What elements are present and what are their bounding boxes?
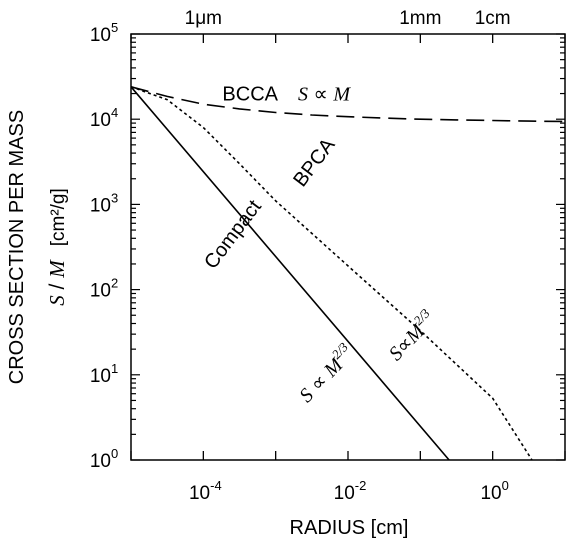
axis-tick-labels: 10-4 10-2 100 100 101 102 103 104 105 1μm 1mm 1cm — [90, 8, 511, 504]
chart-annotation: BPCA — [289, 134, 340, 191]
y-axis-symbol-m: M — [45, 259, 69, 279]
y-tick-label: 101 — [90, 361, 118, 387]
series-line-bcca — [130, 86, 566, 123]
y-tick-label: 102 — [90, 276, 118, 302]
series-line-bpca — [130, 86, 533, 461]
y-axis-symbol-sep: / — [46, 278, 69, 296]
y-axis-title: CROSS SECTION PER MASS — [6, 110, 28, 385]
series-line-compact — [130, 86, 450, 461]
y-tick-label: 100 — [90, 446, 118, 472]
x-tick-label: 10-2 — [334, 478, 367, 504]
y-axis-symbol: S / M [cm²/g] — [45, 188, 69, 306]
chart-annotation: S ∝ M2/3 — [292, 339, 359, 407]
y-tick-label: 103 — [90, 190, 118, 216]
chart-annotation: S∝M2/3 — [382, 305, 441, 365]
top-axis-size-label: 1mm — [399, 8, 441, 29]
x-tick-label: 100 — [480, 478, 508, 504]
series-layer — [130, 86, 566, 461]
top-axis-size-label: 1cm — [475, 8, 511, 29]
chart-annotation: BCCA S ∝ M — [222, 84, 351, 106]
top-axis-size-label: 1μm — [185, 8, 222, 29]
y-tick-label: 104 — [90, 105, 118, 131]
y-axis-symbol-s: S — [45, 295, 69, 306]
x-axis-title: RADIUS [cm] — [290, 517, 409, 539]
y-tick-label: 105 — [90, 20, 118, 46]
axis-ticks — [130, 33, 566, 461]
y-axis-unit: [cm²/g] — [48, 188, 69, 246]
x-tick-label: 10-4 — [189, 478, 222, 504]
